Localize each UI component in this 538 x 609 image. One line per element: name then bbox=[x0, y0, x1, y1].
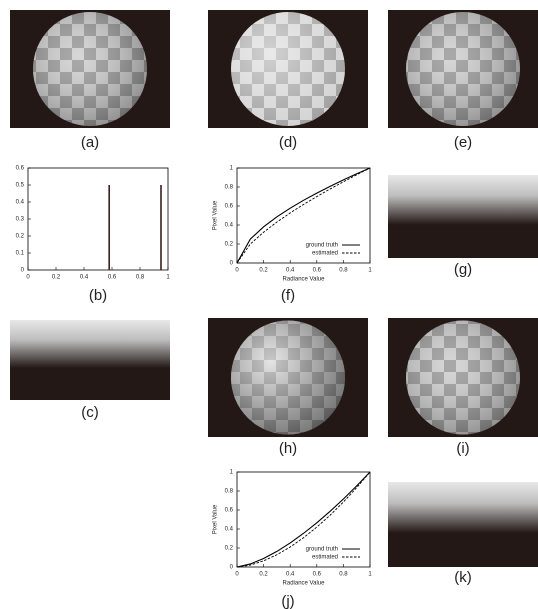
x-axis-label: Radiance Value bbox=[283, 277, 326, 283]
y-tick-label: 0.4 bbox=[16, 200, 25, 206]
panel-label: (e) bbox=[454, 134, 472, 151]
y-tick-label: 0 bbox=[230, 261, 234, 267]
x-tick-label: 0.8 bbox=[339, 268, 348, 274]
sphere-shading bbox=[406, 321, 520, 435]
x-tick-label: 0.4 bbox=[286, 572, 295, 578]
x-tick-label: 1 bbox=[368, 572, 372, 578]
x-tick-label: 0.8 bbox=[136, 275, 145, 281]
sphere-shading bbox=[33, 12, 147, 126]
y-tick-label: 0.8 bbox=[225, 185, 234, 191]
x-tick-label: 0 bbox=[26, 275, 30, 281]
y-axis-label: Pixel Value bbox=[213, 504, 219, 534]
x-tick-label: 0.4 bbox=[286, 268, 295, 274]
y-tick-label: 0.6 bbox=[225, 508, 234, 514]
gradient-image bbox=[10, 320, 170, 400]
y-tick-label: 0.6 bbox=[225, 204, 234, 210]
x-tick-label: 1 bbox=[368, 268, 372, 274]
y-tick-label: 0 bbox=[230, 565, 234, 571]
panel-label: (h) bbox=[279, 440, 297, 457]
plot-frame bbox=[28, 168, 168, 270]
line bbox=[237, 168, 370, 263]
y-tick-label: 0.2 bbox=[16, 234, 25, 240]
bar bbox=[108, 185, 110, 270]
y-tick-label: 0.2 bbox=[225, 242, 234, 248]
panel-label: (j) bbox=[281, 593, 294, 609]
y-tick-label: 0.6 bbox=[16, 166, 25, 172]
panel-label: (g) bbox=[454, 261, 472, 278]
panel-label: (a) bbox=[81, 134, 99, 151]
x-tick-label: 0.8 bbox=[339, 572, 348, 578]
x-tick-label: 0 bbox=[235, 268, 239, 274]
y-tick-label: 0.1 bbox=[16, 251, 25, 257]
line bbox=[237, 168, 370, 263]
line bbox=[237, 472, 370, 567]
x-tick-label: 0.6 bbox=[313, 268, 322, 274]
line bbox=[237, 472, 370, 567]
x-tick-label: 0.2 bbox=[52, 275, 61, 281]
y-tick-label: 1 bbox=[230, 166, 234, 172]
y-tick-label: 0 bbox=[21, 268, 25, 274]
x-tick-label: 0.6 bbox=[108, 275, 117, 281]
plot-frame bbox=[237, 472, 370, 567]
legend-label: estimated bbox=[312, 555, 338, 561]
panel-label: (b) bbox=[89, 287, 107, 304]
gradient-image bbox=[388, 175, 538, 258]
y-axis-label: Pixel Value bbox=[213, 200, 219, 230]
panel-label: (i) bbox=[456, 440, 469, 457]
x-tick-label: 0.2 bbox=[259, 572, 268, 578]
x-tick-label: 0 bbox=[235, 572, 239, 578]
panel-label: (d) bbox=[279, 134, 297, 151]
legend-label: ground truth bbox=[306, 243, 338, 249]
figure: (a) (d) (e) (g) (c) (h) (i) (k) 0 0.2 0.4 0… bbox=[0, 0, 538, 609]
x-tick-label: 1 bbox=[166, 275, 170, 281]
y-tick-label: 0.2 bbox=[225, 546, 234, 552]
y-tick-label: 0.5 bbox=[16, 183, 25, 189]
gradient-image bbox=[388, 482, 538, 567]
bar bbox=[160, 185, 162, 270]
legend-label: ground truth bbox=[306, 547, 338, 553]
legend-label: estimated bbox=[312, 251, 338, 257]
y-tick-label: 0.4 bbox=[225, 527, 234, 533]
sphere-shading bbox=[231, 12, 345, 126]
x-tick-label: 0.6 bbox=[313, 572, 322, 578]
y-tick-label: 1 bbox=[230, 470, 234, 476]
x-tick-label: 0.2 bbox=[259, 268, 268, 274]
x-axis-label: Radiance Value bbox=[283, 581, 326, 587]
sphere-shading bbox=[231, 321, 345, 435]
y-tick-label: 0.4 bbox=[225, 223, 234, 229]
sphere-shading bbox=[406, 12, 520, 126]
panel-label: (f) bbox=[281, 287, 295, 304]
x-tick-label: 0.4 bbox=[80, 275, 89, 281]
panel-label: (k) bbox=[454, 569, 472, 586]
plot-frame bbox=[237, 168, 370, 263]
y-tick-label: 0.8 bbox=[225, 489, 234, 495]
y-tick-label: 0.3 bbox=[16, 217, 25, 223]
panel-label: (c) bbox=[81, 404, 99, 421]
